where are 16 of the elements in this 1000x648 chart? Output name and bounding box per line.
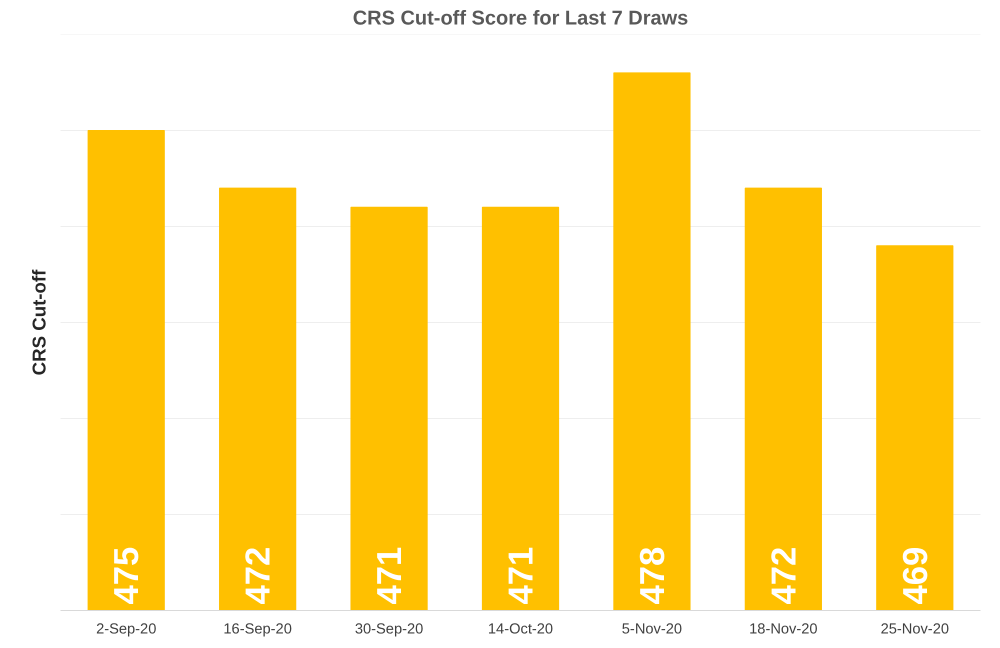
x-tick-label: 30-Sep-20 — [354, 622, 424, 638]
x-tick-label: 16-Sep-20 — [223, 622, 292, 638]
x-tick-label: 25-Nov-20 — [880, 622, 950, 638]
data-label: 469 — [896, 546, 935, 604]
data-label: 471 — [371, 546, 410, 604]
data-label: 472 — [240, 546, 278, 604]
x-tick-label: 5-Nov-20 — [622, 622, 682, 638]
data-label: 478 — [634, 546, 672, 604]
x-tick-label: 14-Oct-20 — [488, 622, 554, 638]
y-axis-title: CRS Cut-off — [28, 268, 50, 376]
data-label: 472 — [765, 546, 804, 604]
x-tick-label: 18-Nov-20 — [749, 622, 818, 638]
data-label: 471 — [502, 546, 540, 604]
x-tick-label: 2-Sep-20 — [96, 622, 156, 638]
chart-title: CRS Cut-off Score for Last 7 Draws — [352, 8, 688, 30]
data-label: 475 — [108, 546, 146, 604]
